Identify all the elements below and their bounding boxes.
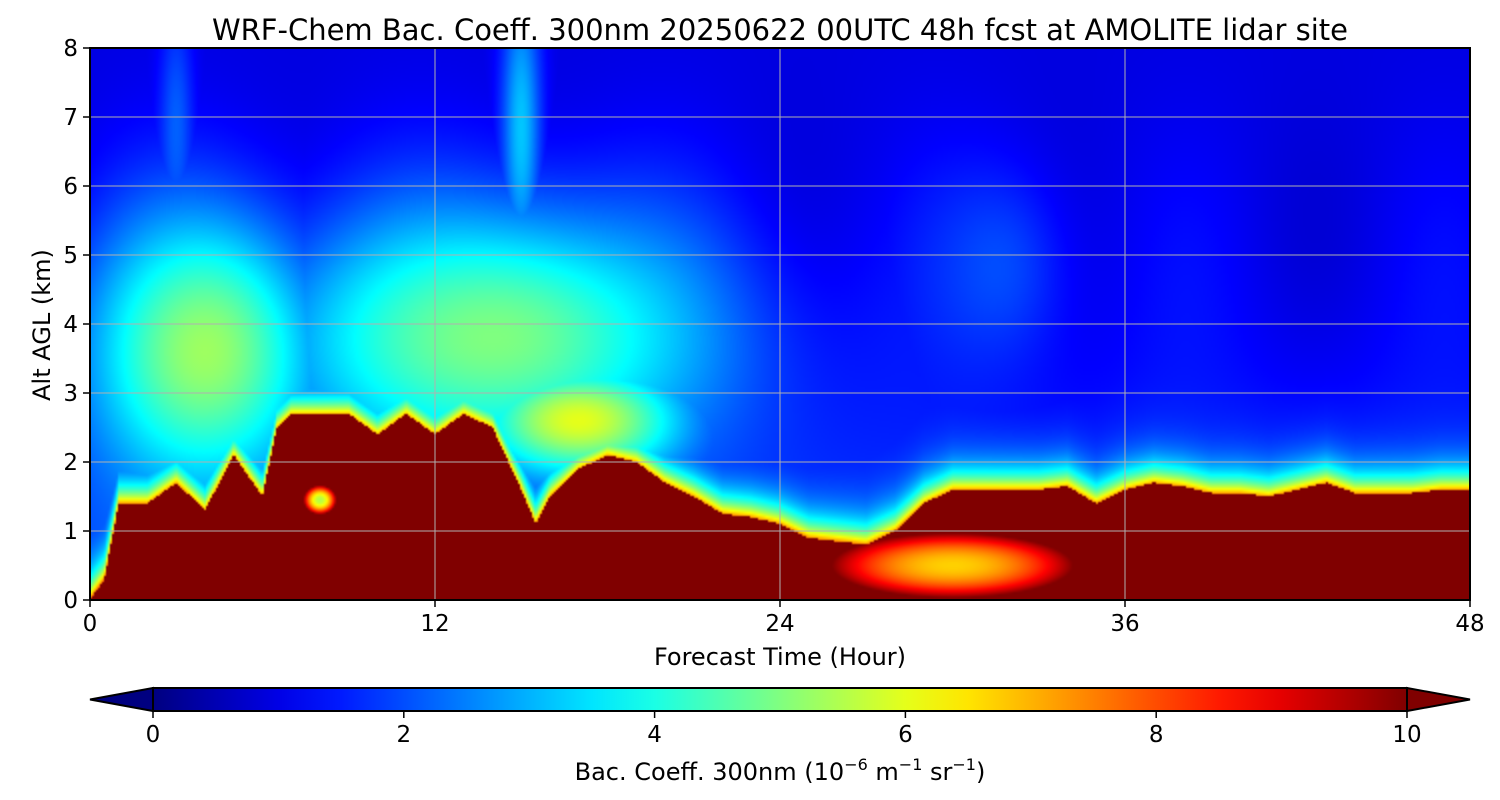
x-tick-label: 24 (765, 611, 794, 637)
x-axis-label: Forecast Time (Hour) (654, 643, 906, 671)
chart-title: WRF-Chem Bac. Coeff. 300nm 20250622 00UT… (212, 13, 1348, 47)
y-tick-label: 4 (63, 312, 78, 338)
y-tick-label: 7 (63, 105, 78, 131)
x-tick-label: 0 (83, 611, 98, 637)
colorbar-label: Bac. Coeff. 300nm (10−6 m−1 sr−1) (575, 755, 986, 786)
y-tick-label: 0 (63, 588, 78, 614)
y-tick-label: 5 (63, 243, 78, 269)
colorbar-tick-label: 6 (898, 722, 913, 748)
x-tick-label: 48 (1455, 611, 1484, 637)
y-tick-label: 8 (63, 36, 78, 62)
colorbar-extend-high (1406, 686, 1471, 713)
colorbar-tick-label: 4 (647, 722, 662, 748)
colorbar-frame (152, 687, 1408, 712)
y-axis-ticks: 0 1 2 3 4 5 6 7 8 (63, 36, 90, 614)
x-axis-ticks: 0 12 24 36 48 (83, 600, 1485, 637)
x-tick-label: 12 (420, 611, 449, 637)
y-tick-label: 3 (63, 381, 78, 407)
colorbar-gradient (153, 688, 1407, 711)
gridlines (90, 48, 1470, 600)
colorbar-extend-low (89, 686, 154, 713)
y-tick-label: 1 (63, 519, 78, 545)
colorbar-tick-label: 2 (396, 722, 411, 748)
colorbar-tick-label: 8 (1149, 722, 1164, 748)
y-axis-label: Alt AGL (km) (28, 249, 56, 401)
colorbar-ticks: 0 2 4 6 8 10 (146, 711, 1422, 748)
colorbar-tick-label: 0 (146, 722, 161, 748)
x-tick-label: 36 (1110, 611, 1139, 637)
colorbar: 0 2 4 6 8 10 Bac. Coeff. 300nm (10−6 m−1 sr−1… (89, 686, 1471, 786)
y-tick-label: 6 (63, 174, 78, 200)
y-tick-label: 2 (63, 450, 78, 476)
colorbar-tick-label: 10 (1392, 722, 1421, 748)
